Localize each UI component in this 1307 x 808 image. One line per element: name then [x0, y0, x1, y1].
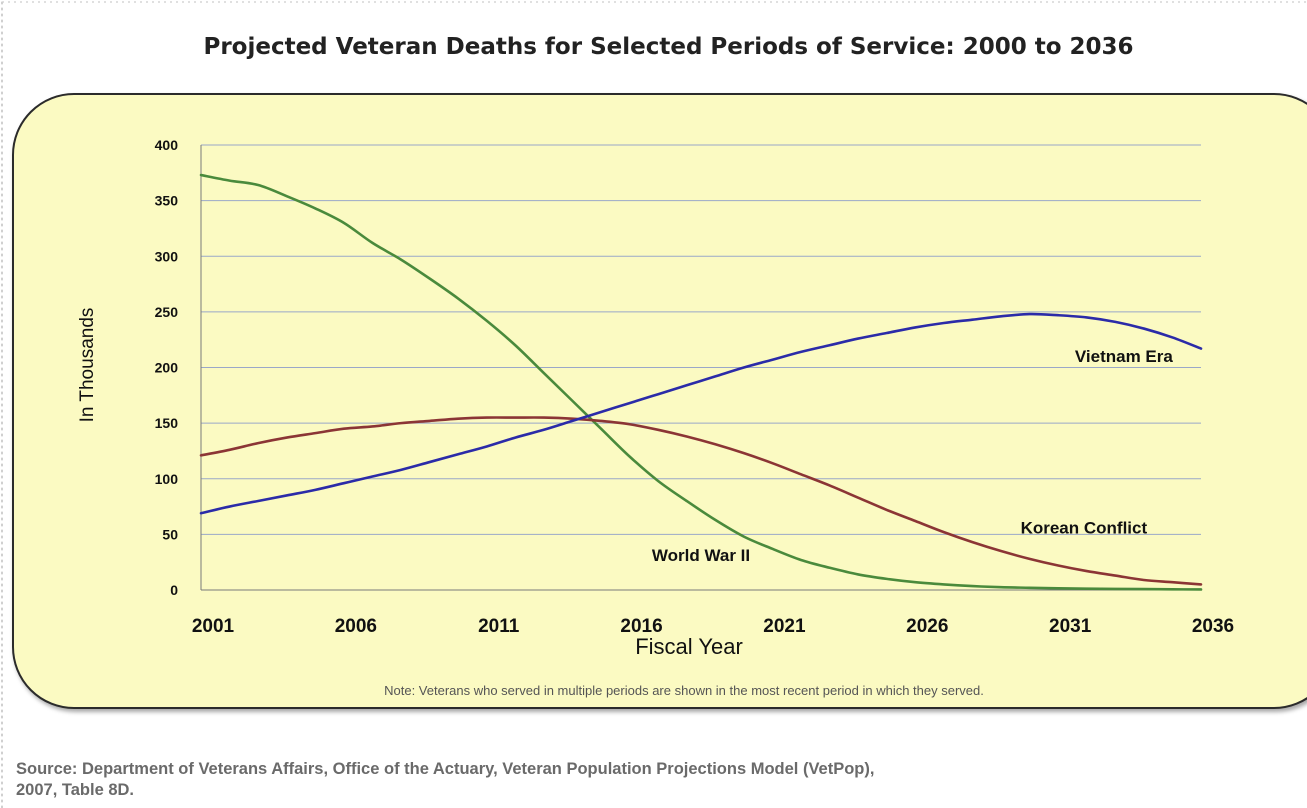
y-tick-label: 150	[155, 415, 179, 431]
y-tick-label: 50	[162, 526, 178, 542]
series-labels: World War II Korean Conflict Vietnam Era	[652, 347, 1173, 565]
chart-title: Projected Veteran Deaths for Selected Pe…	[203, 34, 1134, 60]
y-tick-label: 0	[170, 582, 178, 598]
x-axis-label: Fiscal Year	[635, 634, 743, 659]
series-label-world-war-ii: World War II	[652, 546, 750, 565]
y-tick-label: 300	[155, 248, 179, 264]
series-line-world-war-ii	[199, 173, 1203, 591]
y-tick-label: 250	[155, 304, 179, 320]
x-tick-label: 2006	[335, 616, 377, 637]
x-tick-label: 2021	[763, 616, 806, 637]
x-tick-label: 2031	[1049, 616, 1092, 637]
y-tick-label: 350	[155, 193, 179, 209]
y-tick-label: 400	[155, 137, 179, 153]
series-line-vietnam-era	[199, 312, 1203, 515]
left-dotted-edge	[0, 0, 4, 808]
x-tick-label: 2036	[1192, 616, 1234, 637]
gridlines	[201, 144, 1201, 535]
series-label-vietnam-era: Vietnam Era	[1075, 347, 1174, 366]
x-tick-label: 2001	[192, 616, 235, 637]
source-line-2: 2007, Table 8D.	[16, 781, 135, 799]
chart-note: Note: Veterans who served in multiple pe…	[384, 683, 984, 698]
series-label-korean-conflict: Korean Conflict	[1021, 518, 1148, 537]
x-tick-label: 2016	[620, 616, 662, 637]
chart-panel	[12, 93, 1307, 709]
y-axis-label: In Thousands	[77, 307, 98, 423]
y-tick-label: 100	[155, 471, 179, 487]
source-line-1: Source: Department of Veterans Affairs, …	[16, 760, 875, 778]
x-tick-label: 2026	[906, 616, 948, 637]
top-dotted-edge	[0, 0, 1307, 4]
y-tick-label: 200	[155, 360, 179, 376]
source-citation: Source: Department of Veterans Affairs, …	[16, 759, 1216, 801]
series-line-korean-conflict	[199, 416, 1203, 586]
axes: 0 50 100 150 200 250 300 350 400 2001 2006 2011 2016…	[155, 137, 1235, 637]
series-lines	[199, 173, 1203, 591]
x-tick-label: 2011	[478, 616, 520, 637]
